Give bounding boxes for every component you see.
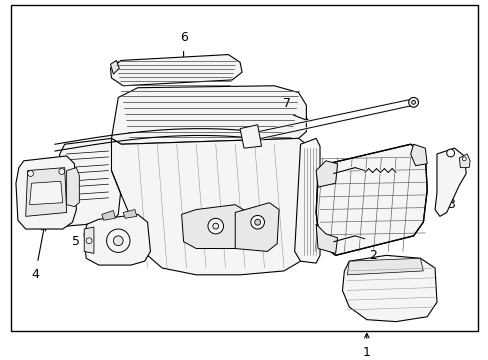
Polygon shape xyxy=(240,125,261,148)
Polygon shape xyxy=(315,224,337,253)
Circle shape xyxy=(212,223,218,229)
Polygon shape xyxy=(26,168,66,216)
Circle shape xyxy=(254,219,260,225)
Polygon shape xyxy=(111,138,310,275)
Circle shape xyxy=(113,236,123,246)
Polygon shape xyxy=(434,148,465,216)
Polygon shape xyxy=(16,156,76,229)
Circle shape xyxy=(250,215,264,229)
Polygon shape xyxy=(346,258,423,275)
Polygon shape xyxy=(294,138,319,263)
Polygon shape xyxy=(84,227,94,253)
Text: 6: 6 xyxy=(179,31,187,44)
Polygon shape xyxy=(410,144,427,166)
Polygon shape xyxy=(57,138,121,226)
Circle shape xyxy=(461,157,465,161)
Text: 4: 4 xyxy=(31,268,40,281)
Circle shape xyxy=(408,98,418,107)
Polygon shape xyxy=(30,181,62,205)
Text: 2: 2 xyxy=(368,249,376,262)
Polygon shape xyxy=(123,210,137,218)
Polygon shape xyxy=(342,255,436,321)
Text: 1: 1 xyxy=(362,346,370,359)
Polygon shape xyxy=(458,154,469,168)
Polygon shape xyxy=(66,168,79,207)
Text: 5: 5 xyxy=(72,235,80,248)
Polygon shape xyxy=(315,144,427,255)
Polygon shape xyxy=(315,161,337,187)
Polygon shape xyxy=(111,86,306,144)
Circle shape xyxy=(207,218,223,234)
Circle shape xyxy=(59,168,64,175)
Text: 3: 3 xyxy=(446,198,454,211)
Circle shape xyxy=(28,171,34,176)
Circle shape xyxy=(446,149,453,157)
Polygon shape xyxy=(84,215,150,265)
Polygon shape xyxy=(110,55,242,86)
Text: 7: 7 xyxy=(283,97,290,110)
Polygon shape xyxy=(181,205,247,248)
Polygon shape xyxy=(102,211,115,220)
Circle shape xyxy=(86,238,92,244)
Circle shape xyxy=(411,100,415,104)
Polygon shape xyxy=(235,203,279,251)
Circle shape xyxy=(106,229,130,252)
Polygon shape xyxy=(110,60,119,74)
